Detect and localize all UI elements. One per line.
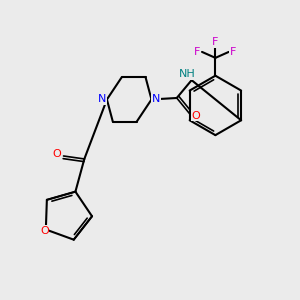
Text: F: F <box>194 47 201 57</box>
Text: O: O <box>40 226 49 236</box>
Text: O: O <box>52 149 62 160</box>
Text: N: N <box>152 94 160 104</box>
Text: F: F <box>212 38 219 47</box>
Text: O: O <box>192 111 200 121</box>
Text: N: N <box>98 94 106 104</box>
Text: F: F <box>230 47 236 57</box>
Text: NH: NH <box>179 69 196 79</box>
